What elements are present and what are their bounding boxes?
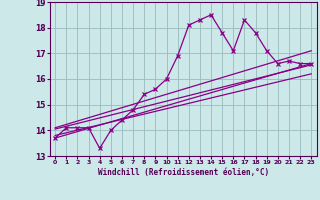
X-axis label: Windchill (Refroidissement éolien,°C): Windchill (Refroidissement éolien,°C) xyxy=(98,168,269,177)
